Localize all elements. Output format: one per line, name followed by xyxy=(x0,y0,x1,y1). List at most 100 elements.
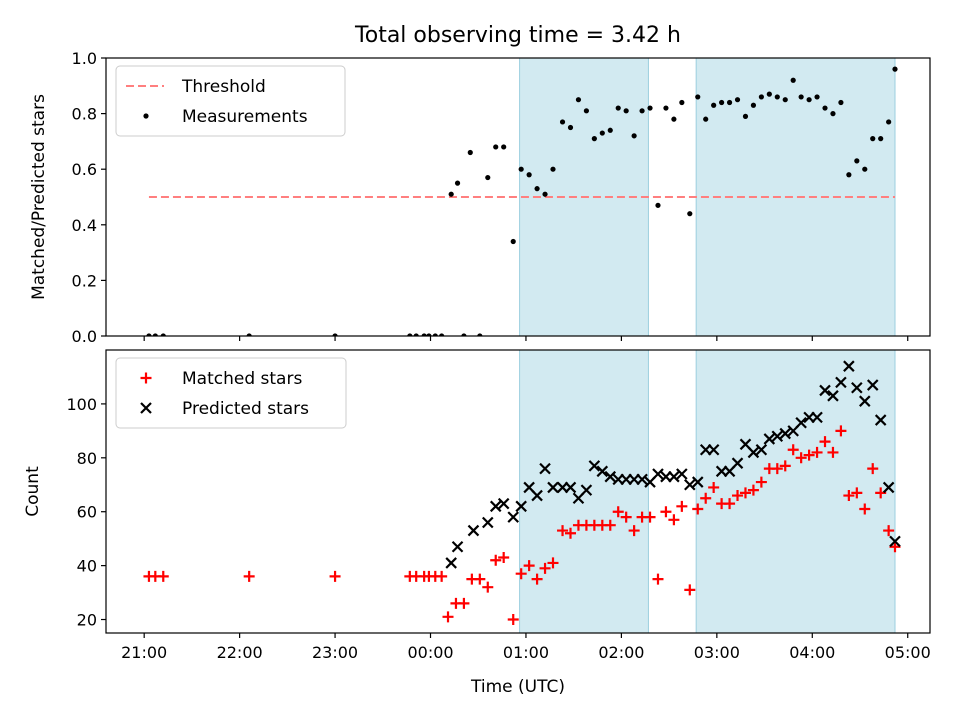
data-point xyxy=(734,97,741,103)
data-point xyxy=(467,524,480,537)
data-point xyxy=(652,573,664,585)
data-point xyxy=(604,470,617,483)
data-point xyxy=(663,105,669,111)
data-point xyxy=(787,444,799,456)
data-point xyxy=(755,476,767,488)
data-point xyxy=(798,94,804,100)
data-point xyxy=(152,333,158,336)
data-point xyxy=(461,333,467,336)
data-point xyxy=(708,481,720,493)
legend: Matched stars Predicted stars xyxy=(115,357,347,429)
y-tick-label: 0.2 xyxy=(72,271,97,290)
data-point xyxy=(644,511,656,523)
data-point xyxy=(854,158,860,164)
data-point xyxy=(421,333,427,336)
data-point xyxy=(803,449,815,461)
y-tick-label: 20 xyxy=(77,611,97,630)
data-point xyxy=(607,127,613,133)
data-point xyxy=(160,333,166,336)
plot-frame xyxy=(105,349,931,634)
data-point xyxy=(445,557,457,569)
data-point xyxy=(407,333,413,336)
data-point xyxy=(485,174,491,181)
data-point xyxy=(684,584,696,596)
data-point xyxy=(467,149,473,156)
data-point xyxy=(575,97,582,103)
data-point xyxy=(711,102,717,108)
data-point xyxy=(481,516,494,529)
data-point xyxy=(639,108,645,114)
data-point xyxy=(819,384,831,397)
data-point xyxy=(889,541,901,553)
data-point xyxy=(526,172,532,178)
data-point xyxy=(157,570,169,582)
data-point xyxy=(515,500,527,513)
data-point xyxy=(827,446,839,458)
data-point xyxy=(882,481,895,494)
data-point xyxy=(482,581,494,593)
data-point xyxy=(870,136,876,142)
data-point xyxy=(859,395,871,407)
data-point xyxy=(731,457,744,469)
legend-box xyxy=(115,357,347,429)
count-panel: 20 40 60 80 100 21:00 22:00 23:00 00:00 01:00 02:0… xyxy=(23,349,931,662)
data-point xyxy=(448,191,454,197)
data-point xyxy=(243,570,255,582)
data-point xyxy=(782,97,788,103)
data-point xyxy=(564,527,576,539)
data-point xyxy=(747,446,760,459)
data-point xyxy=(795,416,807,429)
data-point xyxy=(668,470,680,483)
data-point xyxy=(539,562,551,574)
y-tick-label: 0.0 xyxy=(72,327,97,346)
data-point xyxy=(874,414,887,426)
data-point xyxy=(564,481,577,494)
data-point xyxy=(451,540,464,553)
y-tick-label: 0.6 xyxy=(72,160,97,179)
data-point xyxy=(763,433,776,445)
data-point xyxy=(620,511,632,523)
data-point xyxy=(822,105,828,111)
data-point xyxy=(691,476,704,488)
data-point xyxy=(489,500,502,513)
data-point xyxy=(436,570,448,582)
data-point xyxy=(542,191,548,197)
data-point xyxy=(862,166,868,172)
data-point xyxy=(413,333,419,336)
data-point xyxy=(329,570,341,582)
data-point xyxy=(886,119,892,125)
data-point xyxy=(612,506,624,518)
data-point xyxy=(724,498,736,510)
data-point xyxy=(835,425,847,437)
data-point xyxy=(454,180,461,186)
ratio-panel: 0.0 0.2 0.4 0.6 0.8 1.0 Matched/Predicted star… xyxy=(29,49,931,346)
data-point xyxy=(811,411,823,424)
data-point xyxy=(827,390,839,402)
data-point xyxy=(811,446,823,458)
legend-label: Measurements xyxy=(182,107,308,127)
x-tick-label: 00:00 xyxy=(407,643,453,662)
data-point xyxy=(830,111,836,117)
data-point xyxy=(580,484,593,496)
x-tick-label: 22:00 xyxy=(217,643,263,662)
data-point xyxy=(742,113,749,119)
legend-swatch xyxy=(140,402,152,414)
data-point xyxy=(726,99,733,106)
data-point xyxy=(700,492,712,504)
data-point xyxy=(442,611,454,623)
y-tick-label: 0.8 xyxy=(72,105,97,124)
data-point xyxy=(604,519,616,531)
data-point xyxy=(531,489,543,502)
data-point xyxy=(795,452,807,464)
data-point xyxy=(515,568,527,580)
data-point xyxy=(806,97,812,103)
plot-frame xyxy=(105,57,931,337)
data-point xyxy=(747,484,759,496)
y-tick-label: 0.4 xyxy=(72,216,97,235)
data-point xyxy=(835,376,847,389)
legend-label: Matched stars xyxy=(182,369,302,389)
data-points xyxy=(146,66,898,336)
data-point xyxy=(889,535,901,548)
legend-swatch xyxy=(143,113,149,119)
data-point xyxy=(547,557,559,569)
